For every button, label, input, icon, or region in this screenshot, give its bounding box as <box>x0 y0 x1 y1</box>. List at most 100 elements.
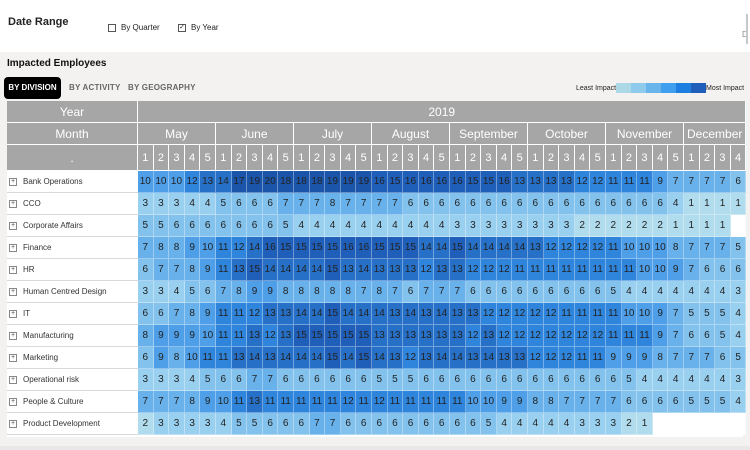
matrix-cell: 8 <box>231 281 248 303</box>
row-finance[interactable]: + Finance <box>7 237 138 259</box>
tab-by-activity[interactable]: BY ACTIVITY <box>69 83 121 92</box>
matrix-cell: 19 <box>247 171 263 193</box>
tab-by-geography[interactable]: BY GEOGRAPHY <box>128 83 196 92</box>
matrix-cell: 15 <box>309 237 326 259</box>
week-number: 2 <box>231 145 248 171</box>
expand-icon[interactable]: + <box>9 221 17 230</box>
matrix-cell <box>715 413 731 435</box>
matrix-cell: 4 <box>684 369 700 391</box>
matrix-cell: 3 <box>169 369 185 391</box>
week-number: 1 <box>528 145 544 171</box>
matrix-cell: 13 <box>387 347 404 369</box>
matrix-cell: 2 <box>574 215 591 237</box>
expand-icon[interactable]: + <box>9 199 17 208</box>
matrix-cell: 6 <box>559 369 575 391</box>
week-number: 4 <box>418 145 435 171</box>
matrix-cell: 6 <box>465 413 482 435</box>
matrix-cell: 14 <box>372 347 388 369</box>
expand-icon[interactable]: + <box>9 419 17 428</box>
by-year-option[interactable]: ✓ By Year <box>178 23 219 32</box>
matrix-cell: 6 <box>262 413 279 435</box>
matrix-cell: 13 <box>559 171 575 193</box>
by-quarter-checkbox[interactable] <box>108 23 116 32</box>
matrix-cell: 5 <box>216 193 232 215</box>
matrix-cell: 5 <box>387 369 404 391</box>
by-quarter-option[interactable]: By Quarter <box>108 23 160 32</box>
expand-icon[interactable]: + <box>9 287 17 296</box>
matrix-cell: 11 <box>637 171 653 193</box>
matrix-cell: 4 <box>730 391 747 413</box>
row-label: Bank Operations <box>23 177 83 186</box>
expand-icon[interactable]: + <box>9 375 17 384</box>
row-it[interactable]: + IT <box>7 303 138 325</box>
row-corporate-affairs[interactable]: + Corporate Affairs <box>7 215 138 237</box>
matrix-cell: 11 <box>294 391 310 413</box>
matrix-cell: 5 <box>247 413 263 435</box>
impacted-employees-title: Impacted Employees <box>7 58 107 69</box>
expand-icon[interactable]: + <box>9 309 17 318</box>
matrix-cell: 4 <box>637 281 653 303</box>
matrix-cell: 5 <box>606 281 622 303</box>
row-hr[interactable]: + HR <box>7 259 138 281</box>
matrix-cell: 13 <box>372 325 388 347</box>
matrix-cell: 6 <box>606 193 622 215</box>
matrix-cell: 13 <box>403 259 419 281</box>
matrix-cell: 8 <box>184 391 201 413</box>
matrix-cell: 7 <box>247 369 263 391</box>
matrix-cell: 6 <box>465 281 482 303</box>
month-november: November <box>606 123 684 145</box>
matrix-cell: 6 <box>153 303 170 325</box>
matrix-cell: 15 <box>465 171 482 193</box>
week-number: 1 <box>138 145 154 171</box>
expand-icon[interactable]: + <box>9 243 17 252</box>
matrix-cell: 11 <box>590 259 606 281</box>
expand-icon[interactable]: + <box>9 331 17 340</box>
matrix-cell: 7 <box>216 281 232 303</box>
row-operational-risk[interactable]: + Operational risk <box>7 369 138 391</box>
expand-icon[interactable]: + <box>9 265 17 274</box>
matrix-cell <box>730 413 747 435</box>
horizontal-scrollbar[interactable] <box>0 446 750 450</box>
matrix-cell: 4 <box>294 215 310 237</box>
matrix-cell: 15 <box>278 237 294 259</box>
row-bank-operations[interactable]: + Bank Operations <box>7 171 138 193</box>
expand-icon[interactable]: + <box>9 177 17 186</box>
expand-icon[interactable]: + <box>9 397 17 406</box>
scrollbar[interactable] <box>746 14 748 44</box>
matrix-cell: 11 <box>621 171 638 193</box>
matrix-cell: 14 <box>247 347 263 369</box>
month-august: August <box>372 123 450 145</box>
matrix-cell: 13 <box>247 325 263 347</box>
matrix-cell: 7 <box>294 193 310 215</box>
row-manufacturing[interactable]: + Manufacturing <box>7 325 138 347</box>
week-number: 3 <box>559 145 575 171</box>
by-year-checkbox[interactable]: ✓ <box>178 23 186 32</box>
matrix-cell: 5 <box>715 303 731 325</box>
week-number: 2 <box>309 145 326 171</box>
matrix-cell: 19 <box>340 171 357 193</box>
row-cco[interactable]: + CCO <box>7 193 138 215</box>
matrix-cell: 4 <box>652 369 669 391</box>
matrix-cell: 7 <box>153 391 170 413</box>
matrix-cell: 13 <box>418 325 435 347</box>
row-people-culture[interactable]: + People & Culture <box>7 391 138 413</box>
tab-by-division[interactable]: BY DIVISION <box>4 77 61 99</box>
row-product-development[interactable]: + Product Development <box>7 413 138 435</box>
matrix-cell: 6 <box>184 215 201 237</box>
by-quarter-label: By Quarter <box>121 23 160 32</box>
row-human-centred-design[interactable]: + Human Centred Design <box>7 281 138 303</box>
expand-icon[interactable]: + <box>9 353 17 362</box>
matrix-cell: 9 <box>247 281 263 303</box>
matrix-cell: 6 <box>403 281 419 303</box>
matrix-cell: 8 <box>528 391 544 413</box>
matrix-cell: 2 <box>621 413 638 435</box>
matrix-cell: 15 <box>309 325 326 347</box>
row-marketing[interactable]: + Marketing <box>7 347 138 369</box>
matrix-cell: 16 <box>403 171 419 193</box>
matrix-cell: 11 <box>574 303 591 325</box>
matrix-cell: 11 <box>606 303 622 325</box>
matrix-cell: 14 <box>450 347 466 369</box>
matrix-cell: 7 <box>574 391 591 413</box>
matrix-cell: 11 <box>606 325 622 347</box>
matrix-cell: 8 <box>153 237 170 259</box>
